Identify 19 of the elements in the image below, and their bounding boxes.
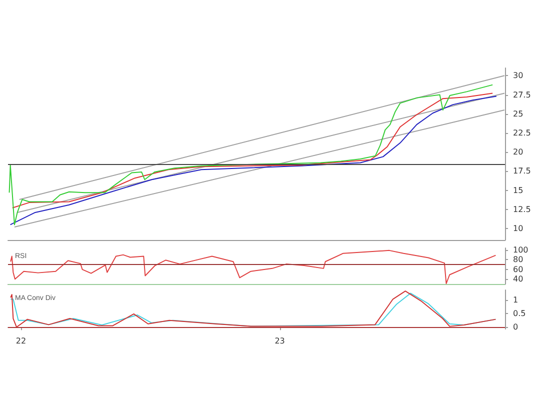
y-tick-label: 17.5 [513, 166, 531, 176]
y-tick-label: 80 [513, 255, 524, 264]
y-tick-label: 12.5 [513, 204, 531, 214]
y-tick-label: 25 [513, 109, 524, 118]
x-tick-label: 22 [16, 336, 26, 346]
y-tick-label: 27.5 [513, 90, 531, 100]
y-tick-label: 60 [513, 264, 524, 274]
y-tick-label: 15 [513, 186, 524, 195]
y-tick-label: 0 [513, 322, 518, 332]
line-series [10, 250, 496, 284]
y-tick-label: 20 [513, 148, 524, 157]
y-tick-label: 100 [513, 245, 528, 254]
y-tick-label: 0.5 [513, 309, 526, 318]
y-tick-label: 40 [513, 274, 524, 284]
y-tick-label: 1 [513, 296, 518, 305]
x-tick-label: 23 [274, 336, 285, 346]
y-tick-label: 30 [513, 71, 524, 80]
y-tick-label: 10 [513, 224, 524, 234]
y-tick-label: 22.5 [513, 128, 531, 138]
